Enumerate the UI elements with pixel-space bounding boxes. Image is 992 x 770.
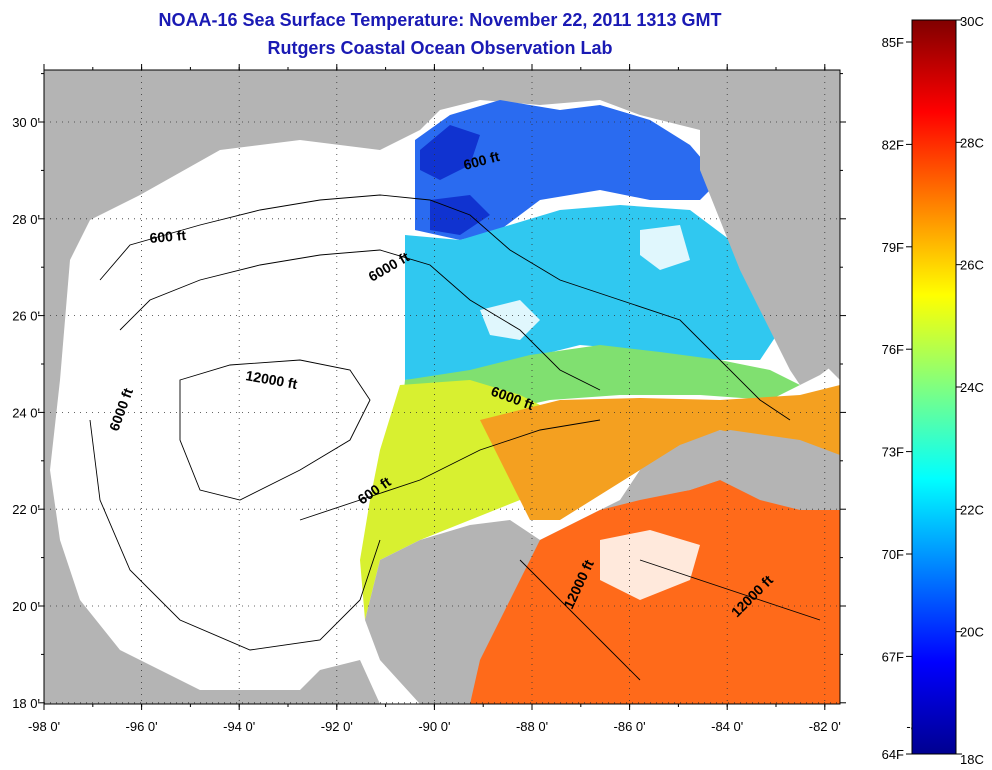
colorbar-c-label: 28C — [960, 135, 984, 150]
lon-tick-label: -82 0' — [809, 719, 841, 734]
colorbar — [911, 19, 957, 755]
colorbar-f-label: 67F — [882, 649, 904, 664]
sst-white-clouds — [640, 225, 690, 270]
colorbar-c-label: 24C — [960, 380, 984, 395]
sst-white-clouds — [600, 530, 700, 600]
lat-tick-label: 26 0' — [12, 309, 40, 324]
lon-tick-label: -94 0' — [223, 719, 255, 734]
lon-tick-label: -88 0' — [516, 719, 548, 734]
colorbar-c-label: 26C — [960, 258, 984, 273]
graticule — [44, 70, 840, 704]
lon-tick-label: -90 0' — [418, 719, 450, 734]
colorbar-labels: 85F 82F 79F 76F 73F 70F 67F 64F 30C 28C 26C 24C 22C 2… — [882, 14, 984, 767]
yucatan-land — [365, 520, 540, 704]
lon-tick-label: -92 0' — [321, 719, 353, 734]
lat-tick-label: 18 0' — [12, 696, 40, 711]
sst-cold-north — [415, 100, 720, 240]
map-frame — [43, 69, 841, 705]
colorbar-c-label: 20C — [960, 625, 984, 640]
colorbar-f-label: 76F — [882, 342, 904, 357]
colorbar-f-label: 64F — [882, 747, 904, 762]
sst-deep-blue — [420, 125, 480, 180]
lat-tick-label: 20 0' — [12, 599, 40, 614]
lat-tick-label: 30 0' — [12, 115, 40, 130]
lon-tick-label: -84 0' — [711, 719, 743, 734]
sst-white-clouds — [480, 300, 540, 340]
map-subtitle: Rutgers Coastal Ocean Observation Lab — [267, 38, 613, 58]
colorbar-f-label: 85F — [882, 35, 904, 50]
lat-tick-label: 22 0' — [12, 502, 40, 517]
sst-orange-central — [480, 385, 840, 520]
colorbar-f-label: 82F — [882, 137, 904, 152]
colorbar-f-label: 79F — [882, 240, 904, 255]
colorbar-f-label: 70F — [882, 547, 904, 562]
cuba-land — [640, 430, 840, 495]
florida-land — [700, 120, 840, 385]
map-title: NOAA-16 Sea Surface Temperature: Novembe… — [158, 10, 722, 30]
colorbar-c-label: 18C — [960, 752, 984, 767]
colorbar-f-label: 73F — [882, 445, 904, 460]
colorbar-c-label: 22C — [960, 502, 984, 517]
contour-label: 600 ft — [149, 227, 187, 246]
bathymetry-contours — [89, 194, 821, 681]
lat-tick-label: 24 0' — [12, 405, 40, 420]
lon-tick-label: -98 0' — [28, 719, 60, 734]
sst-deep-blue — [430, 195, 490, 235]
colorbar-c-label: 30C — [960, 14, 984, 29]
lon-tick-label: -96 0' — [126, 719, 158, 734]
lat-tick-label: 28 0' — [12, 212, 40, 227]
lon-tick-label: -86 0' — [614, 719, 646, 734]
